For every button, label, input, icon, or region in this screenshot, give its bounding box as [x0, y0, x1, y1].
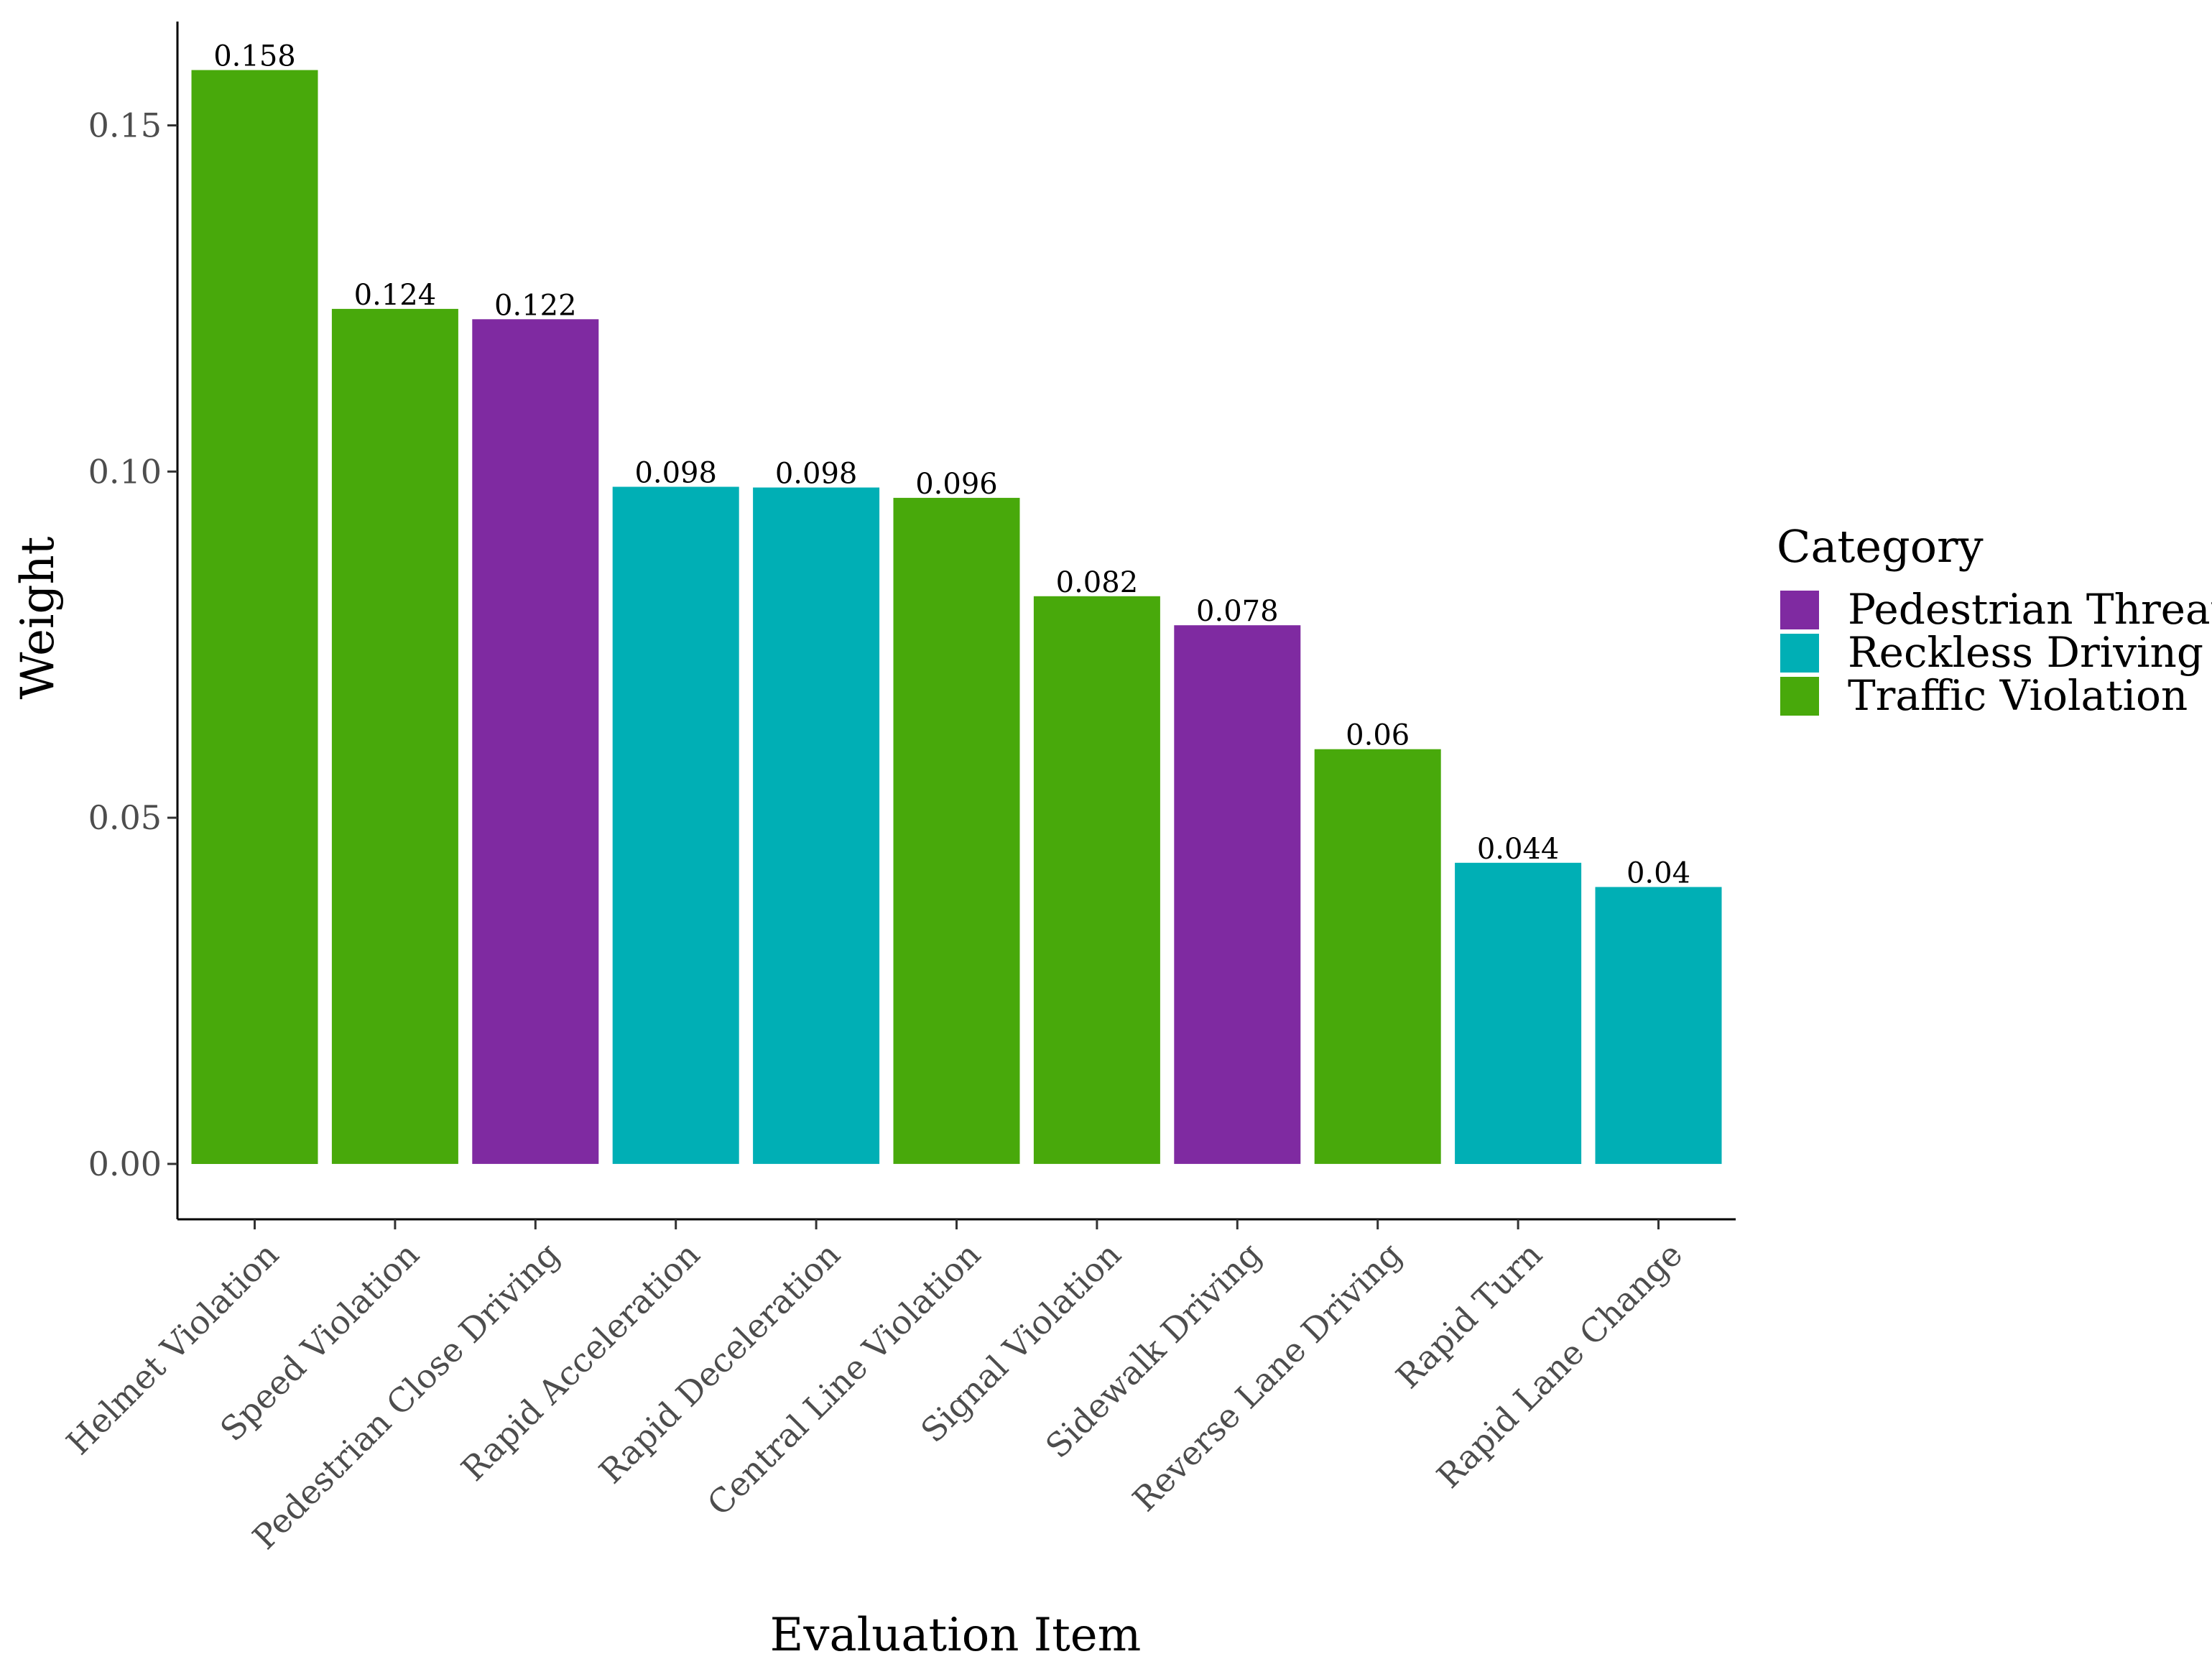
bars-group — [191, 70, 1722, 1164]
data-labels-group: 0.158 0.124 0.122 0.098 0.098 0.096 0.082 0.078… — [213, 40, 1690, 890]
data-label-rapid-deceleration: 0.098 — [775, 458, 858, 491]
legend-label-reckless-driving: Reckless Driving — [1848, 628, 2203, 677]
data-label-signal-violation: 0.082 — [1056, 566, 1139, 599]
bar-helmet-violation — [191, 70, 318, 1164]
bar-pedestrian-close-driving — [472, 319, 599, 1164]
bar-signal-violation — [1033, 596, 1160, 1164]
y-tick-label: 0.05 — [88, 798, 162, 837]
legend-title: Category — [1777, 520, 1984, 573]
legend-key-pedestrian-threat — [1780, 591, 1819, 629]
legend-key-reckless-driving — [1780, 634, 1819, 673]
bar-speed-violation — [331, 308, 458, 1164]
bar-rapid-acceleration — [612, 486, 739, 1164]
legend-label-traffic-violation: Traffic Violation — [1848, 671, 2188, 720]
data-label-helmet-violation: 0.158 — [213, 40, 296, 73]
x-axis-title: Evaluation Item — [770, 1609, 1142, 1662]
data-label-pedestrian-close-driving: 0.122 — [494, 289, 577, 322]
y-tick-label: 0.15 — [88, 106, 162, 145]
legend-key-traffic-violation — [1780, 677, 1819, 716]
bar-rapid-deceleration — [753, 487, 880, 1164]
data-label-rapid-lane-change: 0.04 — [1626, 857, 1690, 890]
data-label-rapid-turn: 0.044 — [1477, 833, 1560, 866]
y-axis-ticks: 0.00 0.05 0.10 0.15 — [88, 106, 177, 1183]
legend-label-pedestrian-threat: Pedestrian Threat — [1848, 585, 2212, 634]
data-label-central-line-violation: 0.096 — [915, 468, 998, 501]
y-tick-label: 0.10 — [88, 452, 162, 491]
y-tick-label: 0.00 — [88, 1145, 162, 1183]
bar-central-line-violation — [893, 497, 1020, 1164]
bar-sidewalk-driving — [1174, 625, 1301, 1164]
data-label-speed-violation: 0.124 — [354, 279, 437, 312]
data-label-sidewalk-driving: 0.078 — [1196, 595, 1279, 628]
y-axis-title: Weight — [11, 536, 65, 699]
bar-rapid-turn — [1455, 862, 1582, 1164]
data-label-rapid-acceleration: 0.098 — [634, 457, 717, 490]
bar-reverse-lane-driving — [1314, 749, 1441, 1164]
data-label-reverse-lane-driving: 0.06 — [1346, 719, 1410, 752]
bar-rapid-lane-change — [1595, 887, 1722, 1164]
